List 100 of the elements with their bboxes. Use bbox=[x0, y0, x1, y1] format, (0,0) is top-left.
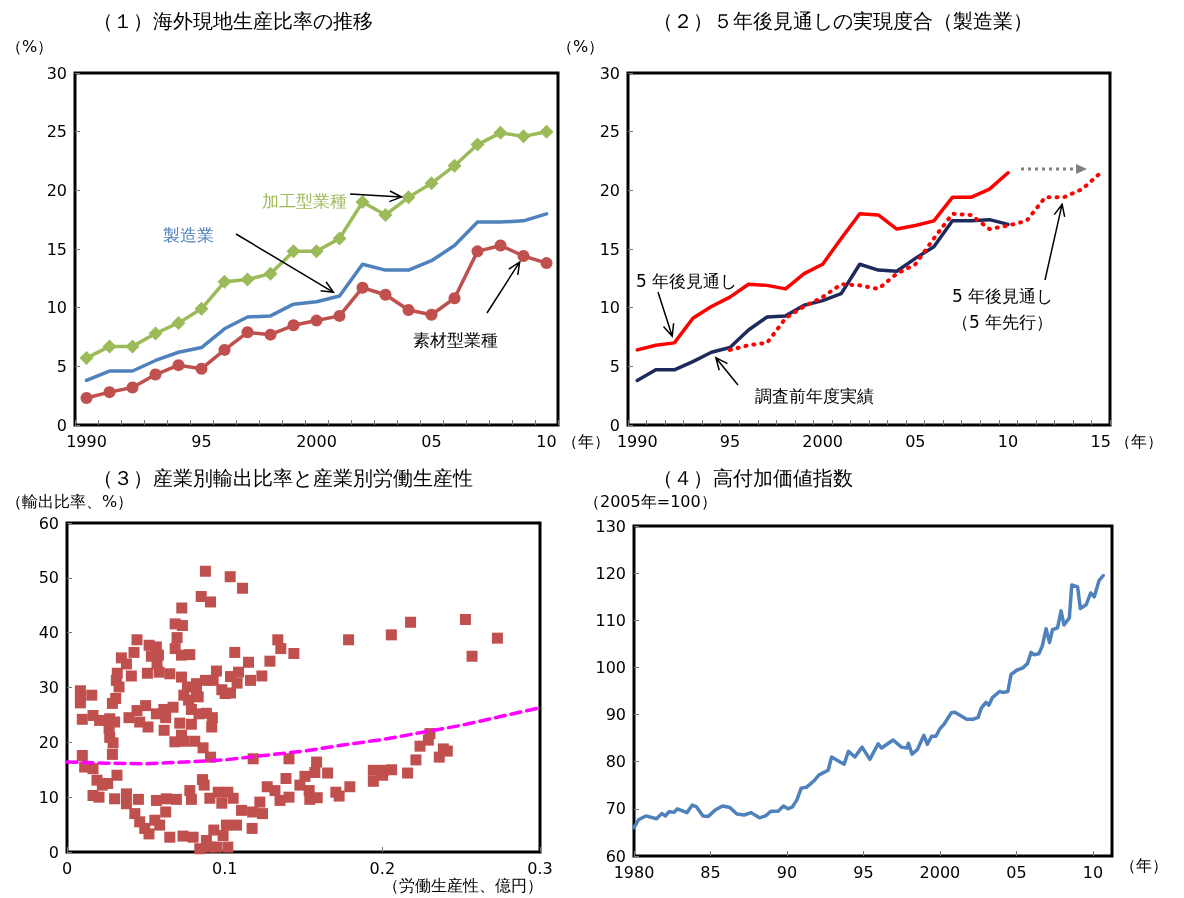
line-series bbox=[632, 573, 1106, 830]
x-tick-label: 05 bbox=[905, 431, 926, 451]
x-tick-label: 95 bbox=[191, 431, 212, 451]
point bbox=[516, 129, 531, 144]
x-tick-label: 95 bbox=[853, 862, 874, 882]
point bbox=[217, 274, 232, 289]
x-tick-label: 2000 bbox=[802, 431, 844, 451]
point bbox=[401, 190, 416, 205]
y-tick-label: 100 bbox=[595, 657, 626, 677]
point bbox=[286, 244, 301, 259]
x-tick-label: 2000 bbox=[296, 431, 337, 451]
y-tick-label: 30 bbox=[38, 678, 59, 697]
chart-title: （１）海外現地生産比率の推移 bbox=[93, 9, 373, 33]
y-tick-label: 5 bbox=[56, 356, 67, 376]
text: 5 年後見通し（5 年先行） bbox=[952, 286, 1054, 332]
y-tick-label: 15 bbox=[599, 239, 620, 259]
point bbox=[194, 301, 209, 316]
point bbox=[263, 266, 278, 281]
point bbox=[448, 292, 461, 305]
point bbox=[125, 339, 140, 354]
point bbox=[447, 158, 462, 173]
x-tick-label: 1990 bbox=[66, 431, 107, 451]
point bbox=[470, 137, 485, 152]
y-tick-label: 10 bbox=[46, 298, 67, 318]
y-tick-label: 30 bbox=[599, 63, 620, 83]
point bbox=[425, 308, 438, 321]
y-tick-label: 130 bbox=[595, 516, 626, 536]
y-tick-label: 120 bbox=[595, 563, 626, 583]
y-tick-label: 10 bbox=[599, 298, 620, 318]
y-axis-title: （2005年=100） bbox=[584, 491, 717, 511]
point bbox=[309, 244, 324, 259]
y-tick-label: 80 bbox=[605, 752, 626, 772]
y-tick-label: 20 bbox=[599, 180, 620, 200]
point bbox=[80, 392, 93, 405]
chart-title: （４）高付加価値指数 bbox=[653, 466, 853, 490]
point bbox=[378, 207, 393, 222]
point bbox=[493, 125, 508, 140]
text: 調査前年度実績 bbox=[755, 386, 874, 406]
x-tick-label: 10 bbox=[536, 431, 557, 451]
x-tick-label: 95 bbox=[719, 431, 741, 451]
point bbox=[540, 257, 553, 270]
point bbox=[218, 343, 231, 356]
y-tick-label: 30 bbox=[46, 63, 67, 83]
series-label: 5 年後見通し bbox=[636, 271, 738, 291]
x-tick-label: 2000 bbox=[919, 862, 961, 882]
x-axis-title: （年） bbox=[1115, 431, 1163, 451]
x-axis-title: （年） bbox=[1120, 855, 1168, 875]
point bbox=[171, 315, 186, 330]
y-tick-label: 60 bbox=[38, 513, 59, 533]
point bbox=[471, 245, 484, 258]
y-tick-label: 25 bbox=[46, 122, 67, 142]
point bbox=[333, 309, 346, 322]
x-tick-label: 15 bbox=[1090, 431, 1111, 451]
y-tick-label: 15 bbox=[46, 239, 67, 259]
y-tick-label: 20 bbox=[38, 732, 59, 752]
x-axis-title: （労働生産性、億円） bbox=[383, 875, 543, 895]
point bbox=[356, 281, 369, 294]
y-tick-label: 10 bbox=[38, 787, 59, 807]
point bbox=[126, 381, 139, 394]
point bbox=[287, 319, 300, 332]
series-label: 素材型業種 bbox=[413, 330, 498, 350]
point bbox=[310, 314, 323, 327]
y-tick-label: 25 bbox=[599, 122, 620, 142]
point bbox=[424, 176, 439, 191]
point bbox=[149, 368, 162, 381]
y-tick-label: 90 bbox=[605, 705, 626, 725]
x-tick-label: 0.2 bbox=[369, 858, 396, 878]
point bbox=[172, 359, 185, 372]
x-tick-label: 0.3 bbox=[527, 858, 553, 878]
text: 製造業 bbox=[163, 225, 214, 245]
x-tick-label: 90 bbox=[776, 862, 798, 882]
point bbox=[79, 351, 94, 366]
point bbox=[517, 250, 530, 263]
point bbox=[379, 288, 392, 301]
point bbox=[539, 124, 554, 139]
point bbox=[402, 304, 415, 317]
y-tick-label: 50 bbox=[38, 568, 59, 588]
x-tick-label: 05 bbox=[1006, 862, 1027, 882]
x-tick-label: 85 bbox=[700, 862, 721, 882]
point bbox=[264, 328, 277, 341]
y-tick-label: 20 bbox=[46, 180, 67, 200]
chart-title: （３）産業別輸出比率と産業別労働生産性 bbox=[93, 466, 473, 490]
line-series bbox=[84, 212, 549, 383]
point bbox=[241, 326, 254, 339]
x-tick-label: 05 bbox=[421, 431, 442, 451]
point bbox=[355, 195, 370, 210]
point bbox=[195, 362, 208, 375]
x-axis-title: （年） bbox=[562, 431, 610, 451]
x-tick-label: 10 bbox=[1082, 862, 1104, 882]
point bbox=[102, 339, 117, 354]
y-axis-title: （輸出比率、%） bbox=[6, 491, 134, 511]
point bbox=[103, 386, 116, 399]
point bbox=[332, 231, 347, 246]
x-tick-label: 10 bbox=[997, 431, 1019, 451]
series-label: 加工型業種 bbox=[262, 191, 347, 211]
y-tick-label: 40 bbox=[38, 623, 59, 643]
y-axis-title: （%） bbox=[6, 36, 54, 56]
chart-title: （２）５年後見通しの実現度合（製造業） bbox=[653, 9, 1033, 33]
point bbox=[148, 326, 163, 341]
point bbox=[494, 239, 507, 252]
